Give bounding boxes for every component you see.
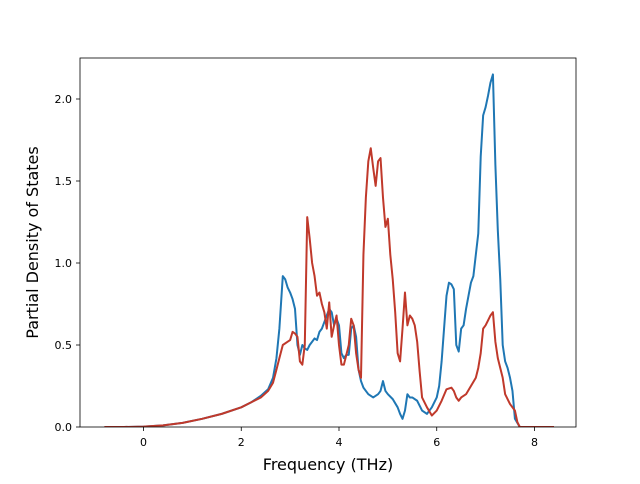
ticks-layer: 0 2 4 6 8 0.0 0.5 1.0 1.5 2.0 <box>55 93 538 449</box>
x-axis-label: Frequency (THz) <box>263 455 393 474</box>
x-tick-label: 4 <box>335 436 342 449</box>
series-layer <box>104 73 555 427</box>
axes-frame <box>79 57 577 428</box>
x-tick-label: 8 <box>531 436 538 449</box>
series-line-2 <box>104 147 555 427</box>
series-line-1 <box>104 73 555 427</box>
x-tick-label: 2 <box>238 436 245 449</box>
x-tick-label: 6 <box>433 436 440 449</box>
y-tick-label: 0.5 <box>55 339 73 352</box>
y-tick-label: 0.0 <box>55 421 73 434</box>
y-tick-label: 1.5 <box>55 175 73 188</box>
x-tick-label: 0 <box>140 436 147 449</box>
y-tick-label: 1.0 <box>55 257 73 270</box>
y-axis-label: Partial Density of States <box>23 146 42 338</box>
y-tick-label: 2.0 <box>55 93 73 106</box>
